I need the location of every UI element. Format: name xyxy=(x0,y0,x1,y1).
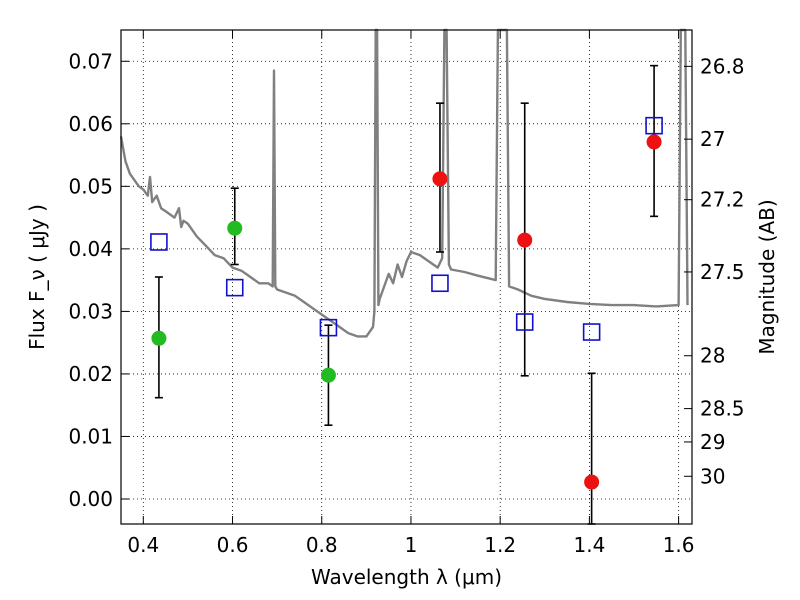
magnitude-tick-label: 30 xyxy=(700,464,725,488)
x-tick-label: 1 xyxy=(405,533,418,557)
y-axis-ticks: 0.00 0.01 0.02 0.03 0.04 0.05 0.06 0.07 xyxy=(68,49,129,511)
model-spectrum xyxy=(119,28,689,338)
grid-lines xyxy=(121,30,692,524)
magnitude-tick-label: 27.5 xyxy=(700,260,745,284)
plot-frame xyxy=(120,29,693,525)
data-point-green xyxy=(227,220,243,236)
data-point-blue-square xyxy=(150,233,168,251)
x-tick-label: 0.4 xyxy=(127,533,159,557)
y-tick-label: 0.00 xyxy=(68,487,113,511)
x-tick-label: 1.2 xyxy=(484,533,516,557)
data-point-blue-square xyxy=(319,318,338,337)
x-tick-label: 1.6 xyxy=(663,533,695,557)
data-point-blue-square xyxy=(582,323,601,341)
model-spectrum-line xyxy=(119,28,689,338)
x-axis-ticks: 0.4 0.6 0.8 1 1.2 1.4 1.6 xyxy=(127,30,695,557)
data-point-blue-square xyxy=(225,278,244,297)
data-point-blue-square xyxy=(515,313,534,331)
magnitude-tick-label: 27.2 xyxy=(700,188,745,212)
y-tick-label: 0.04 xyxy=(68,237,113,261)
magnitude-tick-label: 26.8 xyxy=(700,54,745,78)
y-tick-label: 0.06 xyxy=(68,112,113,136)
x-tick-label: 0.8 xyxy=(306,533,338,557)
data-point-green xyxy=(320,367,336,383)
magnitude-tick-label: 28 xyxy=(700,344,725,368)
magnitude-tick-label: 27 xyxy=(700,127,725,151)
x-tick-label: 0.6 xyxy=(217,533,249,557)
x-tick-label: 1.4 xyxy=(573,533,605,557)
data-point-red xyxy=(646,134,662,150)
data-points xyxy=(150,116,663,490)
y-tick-label: 0.01 xyxy=(68,424,113,448)
magnitude-tick-label: 29 xyxy=(700,430,725,454)
data-point-green xyxy=(151,330,167,346)
y-axis-label: Flux F_ν ( μJy ) xyxy=(25,204,49,350)
data-point-red xyxy=(517,232,533,248)
data-point-red xyxy=(432,171,448,187)
error-bars xyxy=(154,64,659,525)
data-point-red xyxy=(584,474,600,490)
magnitude-axis-label: Magnitude (AB) xyxy=(755,199,779,354)
magnitude-axis-ticks: 26.8 27 27.2 27.5 28 28.5 29 30 xyxy=(684,54,745,488)
y-tick-label: 0.05 xyxy=(68,174,113,198)
y-tick-label: 0.03 xyxy=(68,299,113,323)
y-tick-label: 0.07 xyxy=(68,49,113,73)
data-point-blue-square xyxy=(645,116,663,135)
data-point-blue-square xyxy=(431,274,449,293)
y-tick-label: 0.02 xyxy=(68,362,113,386)
magnitude-tick-label: 28.5 xyxy=(700,397,745,421)
x-axis-label: Wavelength λ (μm) xyxy=(311,565,502,589)
